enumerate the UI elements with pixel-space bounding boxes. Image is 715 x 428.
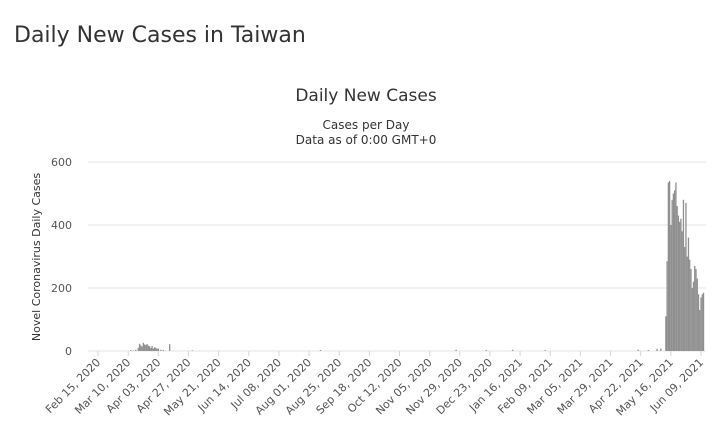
bar [153,347,156,351]
bar [670,225,672,351]
bar [152,348,155,351]
chart-title: Daily New Cases [295,86,437,106]
bar [156,348,158,351]
bar [682,199,685,351]
bar [141,346,143,351]
bar [700,297,702,351]
bar [162,350,165,351]
bar [511,349,514,351]
bar [142,342,144,351]
x-tick-label: Jun 09, 2021 [647,356,706,415]
bar [687,237,690,351]
bar [169,344,171,351]
bar [151,345,153,351]
bar [676,206,678,351]
chart-subtitle: Data as of 0:00 GMT+0 [296,133,437,147]
bar [132,350,134,351]
bar [695,269,697,351]
y-tick-label: 400 [51,219,72,232]
bar [140,345,142,351]
page-title: Daily New Cases in Taiwan [14,23,306,48]
bar [146,344,148,351]
bar [699,310,701,351]
bar [155,347,157,351]
bar [668,180,671,351]
bar [665,316,667,351]
bar [143,344,146,351]
bar [660,348,662,351]
bar [677,215,680,351]
bar [701,294,703,351]
bar [685,202,687,351]
y-tick-label: 600 [51,156,72,169]
bar [671,199,673,351]
bar [138,343,141,351]
bar [148,346,151,351]
bar [684,247,686,351]
bar [191,350,193,351]
bar [137,347,139,351]
bar [672,193,675,351]
bar [694,265,696,351]
bar [160,349,162,351]
bar [647,350,649,351]
bar [656,348,658,351]
y-tick-label: 0 [65,345,72,358]
bar [130,350,132,351]
bar [145,345,147,351]
bar [689,259,691,351]
bar [691,288,693,351]
bar [150,347,152,351]
chart-subtitle: Cases per Day [323,118,410,132]
bar [675,182,677,351]
bar [673,190,676,351]
bar [680,218,682,351]
bar [637,349,639,351]
bar [485,350,487,351]
bar [135,349,137,351]
bar [697,294,700,351]
y-axis-label: Novel Coronavirus Daily Cases [30,173,43,341]
bar [666,261,668,351]
bar [696,278,698,351]
bar [319,350,322,351]
bar [681,231,683,351]
bar [702,292,705,351]
bar [690,269,692,351]
bar [157,348,160,351]
bar [679,221,681,351]
bar [686,256,688,351]
bar [544,350,546,351]
y-tick-label: 200 [51,282,72,295]
bar [455,349,457,351]
bar [692,281,695,351]
bar [147,345,149,351]
bar [667,182,670,351]
